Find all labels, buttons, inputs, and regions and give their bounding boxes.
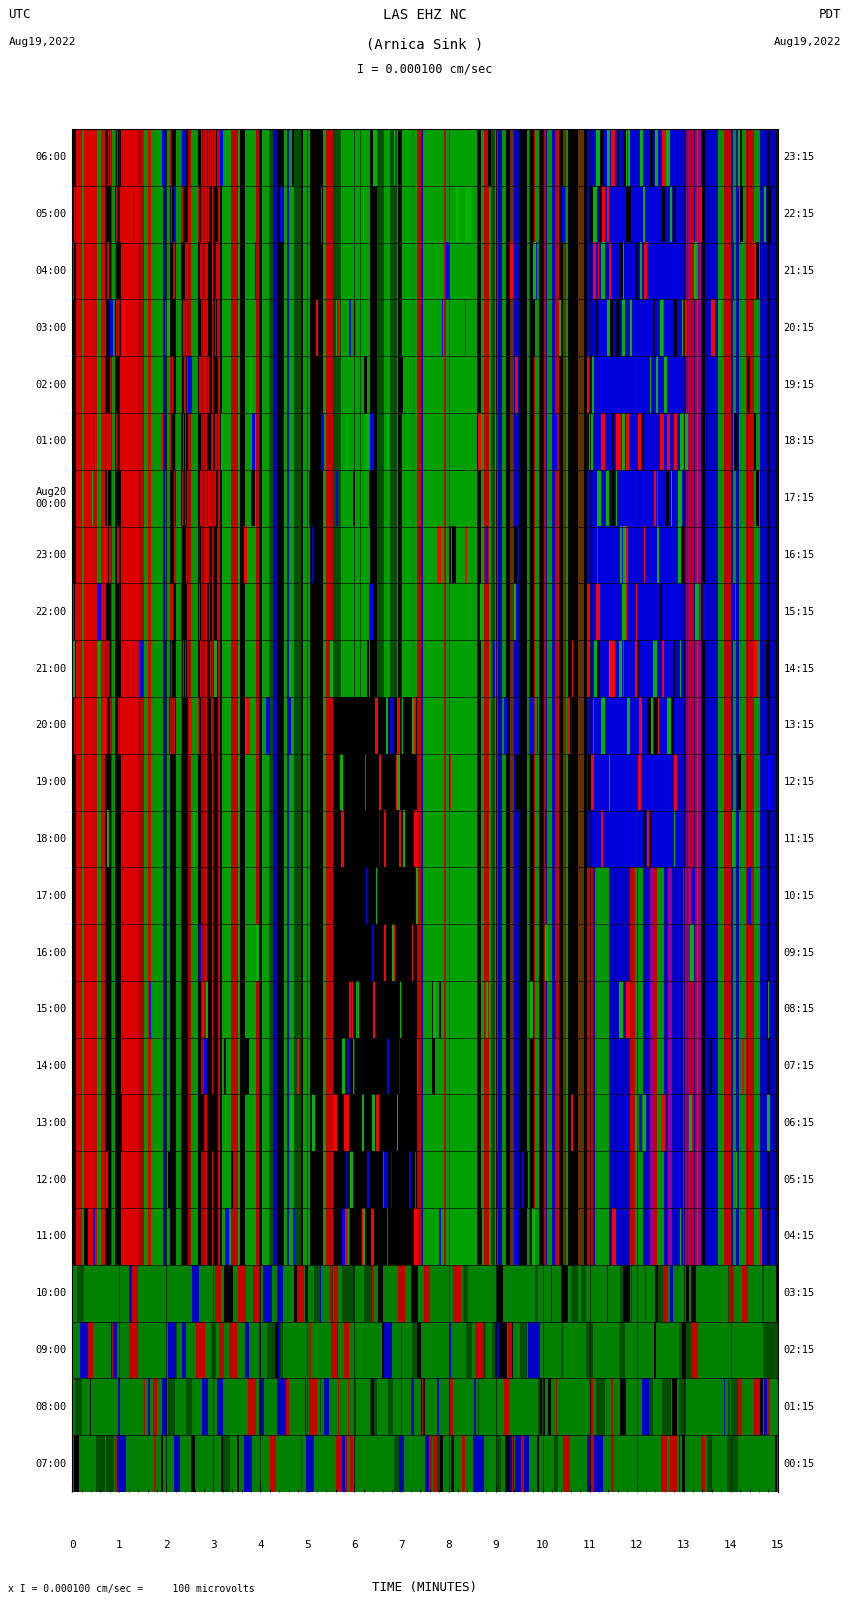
Text: 18:15: 18:15: [784, 437, 814, 447]
Text: 14:15: 14:15: [784, 663, 814, 674]
Text: 2: 2: [163, 1540, 170, 1550]
Text: 00:15: 00:15: [784, 1458, 814, 1468]
Text: 23:15: 23:15: [784, 153, 814, 163]
Text: 5: 5: [304, 1540, 311, 1550]
Text: 06:15: 06:15: [784, 1118, 814, 1127]
Text: 18:00: 18:00: [36, 834, 66, 844]
Text: 08:00: 08:00: [36, 1402, 66, 1411]
Text: 8: 8: [445, 1540, 452, 1550]
Text: 10:15: 10:15: [784, 890, 814, 900]
Text: 07:15: 07:15: [784, 1061, 814, 1071]
Text: 15:00: 15:00: [36, 1005, 66, 1015]
Text: 07:00: 07:00: [36, 1458, 66, 1468]
Text: TIME (MINUTES): TIME (MINUTES): [372, 1581, 478, 1594]
Text: 15: 15: [771, 1540, 785, 1550]
Text: 05:15: 05:15: [784, 1174, 814, 1184]
Text: 13:00: 13:00: [36, 1118, 66, 1127]
Text: x I = 0.000100 cm/sec =     100 microvolts: x I = 0.000100 cm/sec = 100 microvolts: [8, 1584, 255, 1594]
Text: 6: 6: [351, 1540, 358, 1550]
Text: 02:15: 02:15: [784, 1345, 814, 1355]
Text: 22:15: 22:15: [784, 210, 814, 219]
Text: 3: 3: [210, 1540, 217, 1550]
Text: 1: 1: [116, 1540, 122, 1550]
Text: 04:15: 04:15: [784, 1231, 814, 1242]
Text: Aug20
00:00: Aug20 00:00: [36, 487, 66, 510]
Text: 15:15: 15:15: [784, 606, 814, 616]
Text: 09:15: 09:15: [784, 947, 814, 958]
Text: 08:15: 08:15: [784, 1005, 814, 1015]
Text: 13:15: 13:15: [784, 721, 814, 731]
Text: I = 0.000100 cm/sec: I = 0.000100 cm/sec: [357, 63, 493, 76]
Text: 12:15: 12:15: [784, 777, 814, 787]
Text: 21:00: 21:00: [36, 663, 66, 674]
Text: 02:00: 02:00: [36, 379, 66, 390]
Text: 03:15: 03:15: [784, 1289, 814, 1298]
Text: Aug19,2022: Aug19,2022: [8, 37, 76, 47]
Text: 13: 13: [677, 1540, 690, 1550]
Text: 06:00: 06:00: [36, 153, 66, 163]
Text: 23:00: 23:00: [36, 550, 66, 560]
Text: PDT: PDT: [819, 8, 842, 21]
Text: 10: 10: [536, 1540, 549, 1550]
Text: 11: 11: [583, 1540, 597, 1550]
Text: 20:15: 20:15: [784, 323, 814, 332]
Text: 12: 12: [630, 1540, 643, 1550]
Text: UTC: UTC: [8, 8, 31, 21]
Text: LAS EHZ NC: LAS EHZ NC: [383, 8, 467, 23]
Text: 22:00: 22:00: [36, 606, 66, 616]
Text: 03:00: 03:00: [36, 323, 66, 332]
Text: 19:00: 19:00: [36, 777, 66, 787]
Text: 10:00: 10:00: [36, 1289, 66, 1298]
Text: 17:15: 17:15: [784, 494, 814, 503]
Text: 11:00: 11:00: [36, 1231, 66, 1242]
Text: 0: 0: [69, 1540, 76, 1550]
Text: 14: 14: [724, 1540, 738, 1550]
Text: 19:15: 19:15: [784, 379, 814, 390]
Text: 7: 7: [398, 1540, 405, 1550]
Text: 16:00: 16:00: [36, 947, 66, 958]
Text: 9: 9: [492, 1540, 499, 1550]
Text: 16:15: 16:15: [784, 550, 814, 560]
Text: 09:00: 09:00: [36, 1345, 66, 1355]
Text: 4: 4: [257, 1540, 264, 1550]
Text: 04:00: 04:00: [36, 266, 66, 276]
Text: 12:00: 12:00: [36, 1174, 66, 1184]
Text: 01:00: 01:00: [36, 437, 66, 447]
Text: (Arnica Sink ): (Arnica Sink ): [366, 37, 484, 52]
Text: 17:00: 17:00: [36, 890, 66, 900]
Text: 14:00: 14:00: [36, 1061, 66, 1071]
Text: 11:15: 11:15: [784, 834, 814, 844]
Text: 05:00: 05:00: [36, 210, 66, 219]
Text: Aug19,2022: Aug19,2022: [774, 37, 842, 47]
Text: 01:15: 01:15: [784, 1402, 814, 1411]
Text: 21:15: 21:15: [784, 266, 814, 276]
Text: 20:00: 20:00: [36, 721, 66, 731]
